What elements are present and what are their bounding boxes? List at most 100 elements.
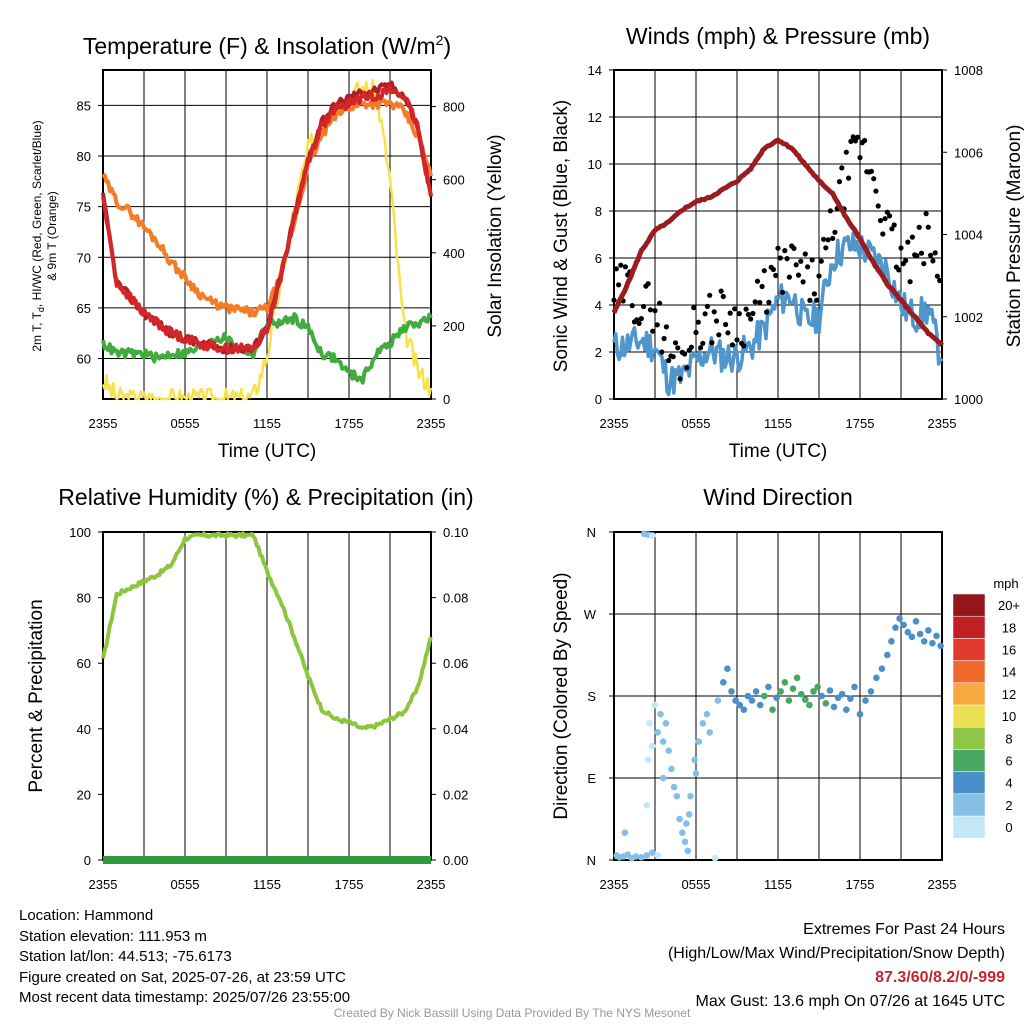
direction-point [736, 701, 743, 709]
direction-point [851, 683, 858, 691]
direction-point [856, 710, 864, 718]
gust-point [930, 258, 936, 264]
gust-point [802, 251, 808, 257]
gust-point [750, 310, 756, 317]
wind-xtick-label: 1755 [846, 416, 875, 431]
direction-point [873, 674, 880, 682]
temperature-ytick-label: 80 [77, 149, 91, 164]
direction-point [665, 747, 672, 754]
gust-point [809, 257, 815, 263]
humidity-ytick-label: 80 [77, 591, 91, 606]
gust-point [891, 222, 897, 228]
gust-point [757, 299, 763, 306]
speed-legend-label: 12 [1002, 687, 1016, 702]
gust-point [807, 297, 813, 303]
speed-legend-label: 14 [1002, 665, 1016, 680]
gust-point [691, 305, 697, 311]
gust-point [650, 328, 656, 334]
direction-point [781, 679, 789, 686]
gust-point [793, 262, 799, 268]
gust-point [764, 309, 770, 315]
direction-point [649, 849, 656, 856]
humidity-ytick-label: 0 [84, 853, 91, 868]
gust-point [905, 239, 911, 245]
gust-point [704, 303, 711, 309]
gust-point [770, 266, 777, 273]
credit-line: Created By Nick Bassill Using Data Provi… [333, 1006, 691, 1020]
speed-legend-label: 4 [1005, 776, 1012, 791]
station-info: Location: Hammond Station elevation: 111… [19, 906, 350, 1009]
direction-point [908, 633, 916, 641]
direction-point [706, 729, 713, 736]
direction-point [904, 628, 912, 636]
gust-point [903, 258, 909, 264]
direction-xtick-label: 2355 [600, 877, 629, 892]
gust-point [795, 272, 802, 278]
gust-point [816, 273, 822, 279]
direction-point [793, 674, 801, 682]
humidity-ylabel: Percent & Precipitation [26, 599, 47, 792]
speed-legend-swatch [952, 704, 986, 728]
wind-xlabel: Time (UTC) [729, 441, 828, 462]
temperature-ylabel-line2: & 9m T (Orange) [45, 191, 59, 281]
gust-point [916, 224, 922, 230]
gust-point [657, 300, 663, 306]
gust-point [702, 311, 708, 317]
direction-ytick-label: N [587, 853, 596, 868]
gust-point [836, 179, 843, 185]
gust-point [693, 329, 699, 336]
wind-ytick-label: 12 [588, 110, 602, 125]
humidity-xtick-label: 2355 [417, 877, 446, 892]
gust-point [748, 316, 754, 322]
direction-point [843, 706, 850, 713]
gust-point [907, 279, 913, 285]
gust-point [855, 134, 861, 140]
gust-point [818, 258, 824, 264]
extremes-subheading: (High/Low/Max Wind/Precipitation/Snow De… [667, 945, 1005, 962]
gust-point [873, 188, 879, 194]
speed-legend-swatch [952, 638, 986, 661]
gust-point [887, 213, 893, 219]
gust-point [928, 252, 934, 258]
gust-point [729, 342, 736, 348]
wind-xtick-label: 1155 [764, 416, 792, 431]
gust-point [684, 365, 690, 371]
gust-point [839, 165, 845, 171]
gust-point [613, 266, 619, 272]
direction-point [670, 783, 678, 791]
humidity-ytick-label: 20 [77, 787, 91, 802]
extremes-values: 87.3/60/8.2/0/-999 [875, 969, 1005, 986]
solar-y2label: Solar Insolation (Yellow) [485, 134, 506, 337]
direction-point [728, 688, 735, 695]
speed-legend-swatch [952, 726, 986, 750]
temperature-xtick-label: 1155 [253, 416, 281, 431]
wind-ytick-label: 10 [588, 157, 602, 172]
gust-point [761, 268, 767, 274]
humidity-xtick-label: 1755 [335, 877, 364, 892]
direction-point [847, 695, 854, 702]
direction-point [679, 829, 686, 836]
gust-point [675, 345, 681, 351]
gust-point [752, 299, 758, 305]
direction-point [703, 710, 711, 718]
speed-legend-label: 16 [1002, 643, 1016, 658]
direction-point [651, 701, 659, 709]
direction-point [676, 815, 683, 823]
gust-point [718, 288, 724, 294]
temperature-ytick-label: 60 [77, 352, 91, 367]
gust-point [641, 303, 647, 310]
gust-point [780, 289, 786, 295]
gust-point [734, 337, 740, 343]
station-info-line: Most recent data timestamp: 2025/07/26 2… [19, 989, 351, 1006]
direction-point [752, 688, 760, 695]
gust-point [654, 322, 660, 328]
wind-ytick-label: 8 [595, 204, 602, 219]
gust-point [766, 299, 772, 305]
temperature-ytick-label: 75 [77, 200, 91, 215]
extremes-info: Extremes For Past 24 Hours (High/Low/Max… [668, 918, 1005, 1014]
gust-point [909, 234, 916, 240]
wind-ylabel: Sonic Wind & Gust (Blue, Black) [551, 100, 572, 372]
direction-point [659, 774, 667, 782]
direction-point [695, 738, 702, 745]
